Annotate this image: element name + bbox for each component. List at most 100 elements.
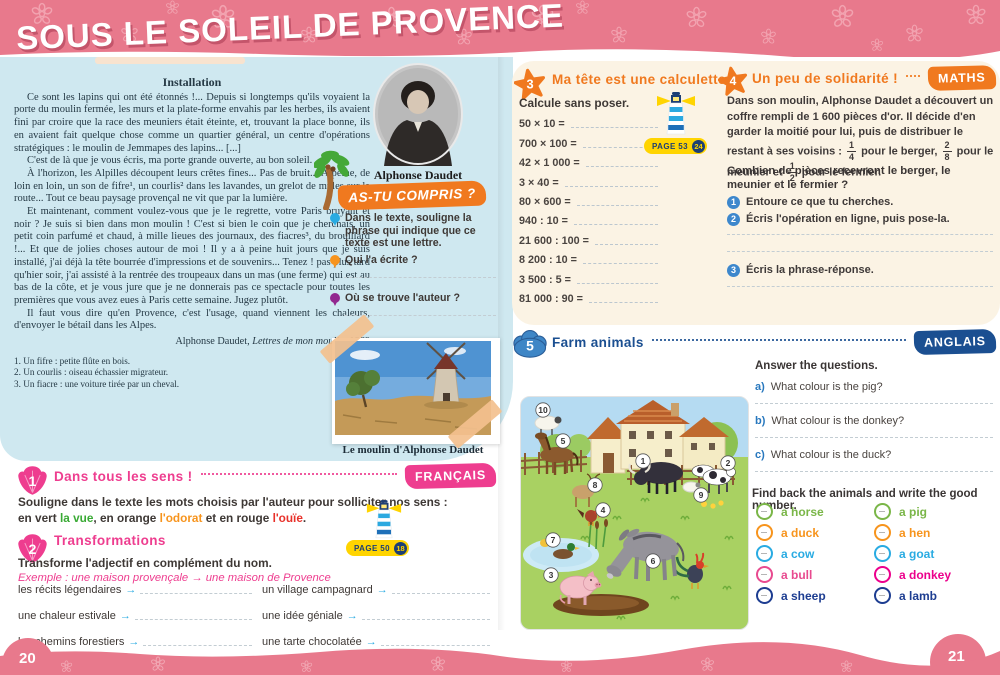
answer-line[interactable]: [755, 403, 993, 404]
answer-line[interactable]: [134, 619, 252, 620]
answer-line[interactable]: [391, 593, 490, 594]
sense-sight: la vue: [59, 511, 94, 525]
answer-line[interactable]: [755, 437, 993, 438]
answer-line[interactable]: [573, 224, 658, 226]
svg-text:7: 7: [551, 535, 556, 545]
svg-text:3: 3: [526, 76, 533, 91]
number-circle[interactable]: [874, 524, 891, 541]
arrow-icon: →: [119, 610, 131, 622]
number-circle[interactable]: [874, 503, 891, 520]
answer-line[interactable]: [727, 234, 993, 235]
answer-line[interactable]: [755, 471, 993, 472]
palm-tree-icon: [314, 150, 350, 210]
reading-heading: Installation: [162, 75, 222, 89]
maths-panel: [512, 61, 1000, 325]
section2-title: Transformations: [54, 533, 166, 548]
donkey: [606, 528, 685, 581]
dotted-leader: [200, 473, 398, 475]
answer-line[interactable]: [140, 593, 252, 594]
transform-item: une tarte chocolatée →: [262, 636, 490, 648]
horse: [535, 432, 579, 475]
section3-instruction: Calcule sans poser.: [519, 96, 630, 110]
sheep: [534, 415, 562, 435]
answer-line[interactable]: [380, 645, 490, 646]
footnotes: 1. Un fifre : petite flûte en bois. 2. U…: [14, 356, 370, 390]
pin-icon: [330, 293, 340, 306]
answer-line[interactable]: [564, 185, 658, 187]
answer-line[interactable]: [582, 146, 658, 148]
number-circle[interactable]: [874, 587, 891, 604]
sense-smell: l'odorat: [159, 511, 203, 525]
page-fold-shadow: [498, 57, 505, 630]
calc-row: 3 × 40 =: [519, 169, 658, 189]
farm-marker: 5: [555, 433, 571, 449]
calc-row: 42 × 1 000 =: [519, 150, 658, 169]
dotted-leader: [906, 75, 921, 77]
number-circle[interactable]: [756, 524, 773, 541]
answer-line[interactable]: [344, 315, 496, 316]
lighthouse-icon: [657, 92, 695, 135]
lighthouse-icon: [366, 500, 402, 539]
answer-line[interactable]: [344, 277, 496, 278]
english-question-a: a) What colour is the pig?: [755, 381, 883, 393]
number-circle[interactable]: [756, 503, 773, 520]
answer-line[interactable]: [585, 166, 658, 168]
answer-line[interactable]: [594, 243, 658, 245]
number-circle[interactable]: [874, 545, 891, 562]
animal-item: a duck: [756, 524, 819, 541]
section4-star-badge: 4: [718, 66, 748, 96]
pin-icon: [330, 255, 340, 268]
section3-star-badge: 3: [514, 68, 546, 100]
calc-row: 8 200 : 10 =: [519, 247, 658, 266]
animal-item: a bull: [756, 566, 812, 583]
answer-line[interactable]: [588, 301, 658, 303]
sense-hearing: l'ouïe: [272, 511, 303, 525]
section1-header: Dans tous les sens ! FRANÇAIS: [54, 462, 497, 490]
calc-row: 21 600 : 100 =: [519, 227, 658, 247]
number-circle[interactable]: [756, 566, 773, 583]
calc-row: 3 500 : 5 =: [519, 266, 658, 286]
answer-line[interactable]: [361, 619, 490, 620]
animal-item: a sheep: [756, 587, 826, 604]
reading-paragraph: Et maintenant, comment voulez-vous que j…: [14, 206, 370, 306]
problem-step-2: 2 Écris l'opération en ligne, puis pose-…: [727, 213, 950, 226]
answer-line[interactable]: [576, 204, 658, 206]
answer-line[interactable]: [727, 251, 993, 252]
farm-marker: 2: [720, 455, 736, 471]
answer-line[interactable]: [570, 127, 658, 129]
farm-marker: 9: [693, 487, 709, 503]
number-circle[interactable]: [756, 545, 773, 562]
transform-item: une idée géniale →: [262, 610, 490, 622]
rooster: [672, 552, 709, 589]
svg-text:4: 4: [730, 74, 737, 88]
subject-tag-maths: MATHS: [928, 65, 997, 91]
svg-text:5: 5: [526, 338, 534, 354]
number-circle[interactable]: [874, 566, 891, 583]
answer-line[interactable]: [576, 282, 658, 284]
farm-marker: 3: [543, 567, 559, 583]
transform-item: les récits légendaires →: [18, 584, 252, 596]
section1-instruction-colors: en vert la vue, en orange l'odorat et en…: [18, 511, 307, 525]
farm-illustration: 1 2 3 4 5 6 7 8 9 10: [520, 396, 749, 630]
cow: [691, 464, 736, 494]
section5-cloud-badge: 5: [513, 330, 547, 358]
answer-line[interactable]: [727, 286, 993, 287]
hen: [577, 509, 602, 526]
daudet-portrait-photo: [373, 63, 463, 166]
subject-tag-anglais: ANGLAIS: [913, 328, 997, 356]
section3-title: Ma tête est une calculette !: [552, 72, 736, 87]
section1-title: Dans tous les sens !: [54, 468, 193, 484]
portrait-caption: Alphonse Daudet: [373, 168, 463, 182]
answer-line[interactable]: [582, 263, 658, 265]
svg-text:3: 3: [549, 570, 554, 580]
footnote: 3. Un fiacre : une voiture tirée par un …: [14, 378, 180, 389]
page-reference-badge: PAGE 53 24: [644, 138, 707, 154]
svg-text:10: 10: [538, 405, 548, 415]
farm-marker: 7: [545, 532, 561, 548]
number-circle[interactable]: [756, 587, 773, 604]
pig: [559, 571, 602, 605]
section3-header: Ma tête est une calculette !: [552, 72, 735, 87]
answer-line[interactable]: [143, 645, 252, 646]
animal-item: a cow: [756, 545, 814, 562]
